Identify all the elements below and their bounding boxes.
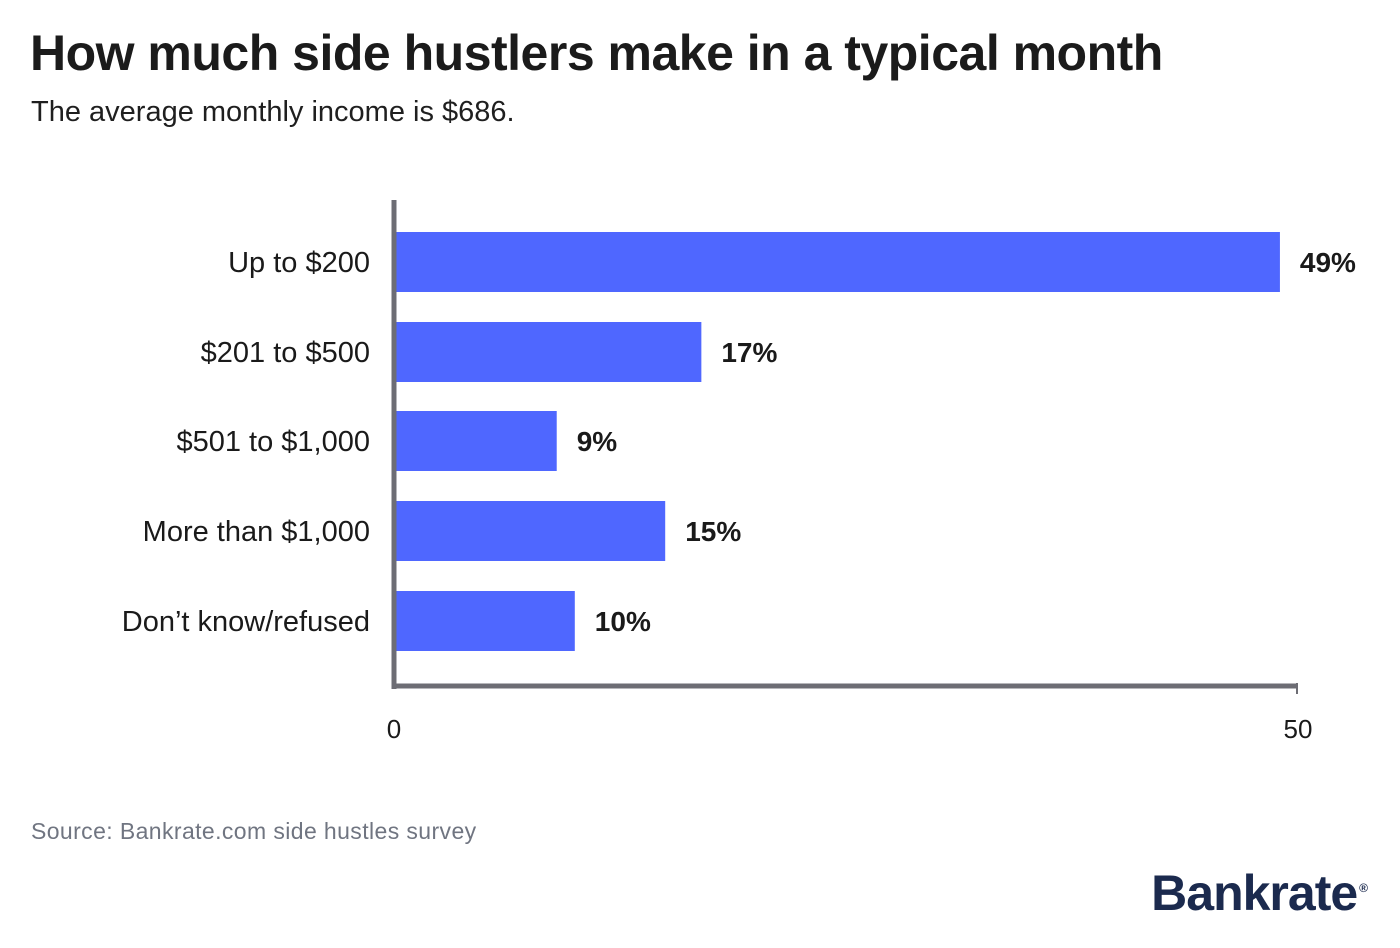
chart-subtitle: The average monthly income is $686. — [31, 96, 515, 128]
bar — [394, 232, 1280, 292]
bar — [394, 501, 666, 561]
bar — [394, 411, 557, 471]
x-tick-label: 50 — [1284, 714, 1313, 744]
data-label: 49% — [1300, 247, 1356, 278]
category-label: More than $1,000 — [143, 516, 370, 548]
registered-mark: ® — [1359, 881, 1368, 896]
data-label: 9% — [577, 426, 618, 457]
category-label: Up to $200 — [228, 247, 370, 279]
bankrate-logo: Bankrate ® — [1151, 864, 1368, 922]
category-label: $501 to $1,000 — [176, 426, 370, 458]
x-tick-label: 0 — [387, 714, 401, 744]
data-label: 15% — [685, 516, 741, 547]
category-label: $201 to $500 — [201, 337, 370, 369]
chart-title: How much side hustlers make in a typical… — [30, 25, 1163, 81]
bar — [394, 322, 702, 382]
data-label: 17% — [721, 337, 777, 368]
data-label: 10% — [595, 606, 651, 637]
source-note: Source: Bankrate.com side hustles survey — [31, 818, 477, 844]
category-label: Don’t know/refused — [122, 606, 370, 638]
logo-text: Bankrate — [1151, 865, 1358, 921]
bar — [394, 591, 575, 651]
